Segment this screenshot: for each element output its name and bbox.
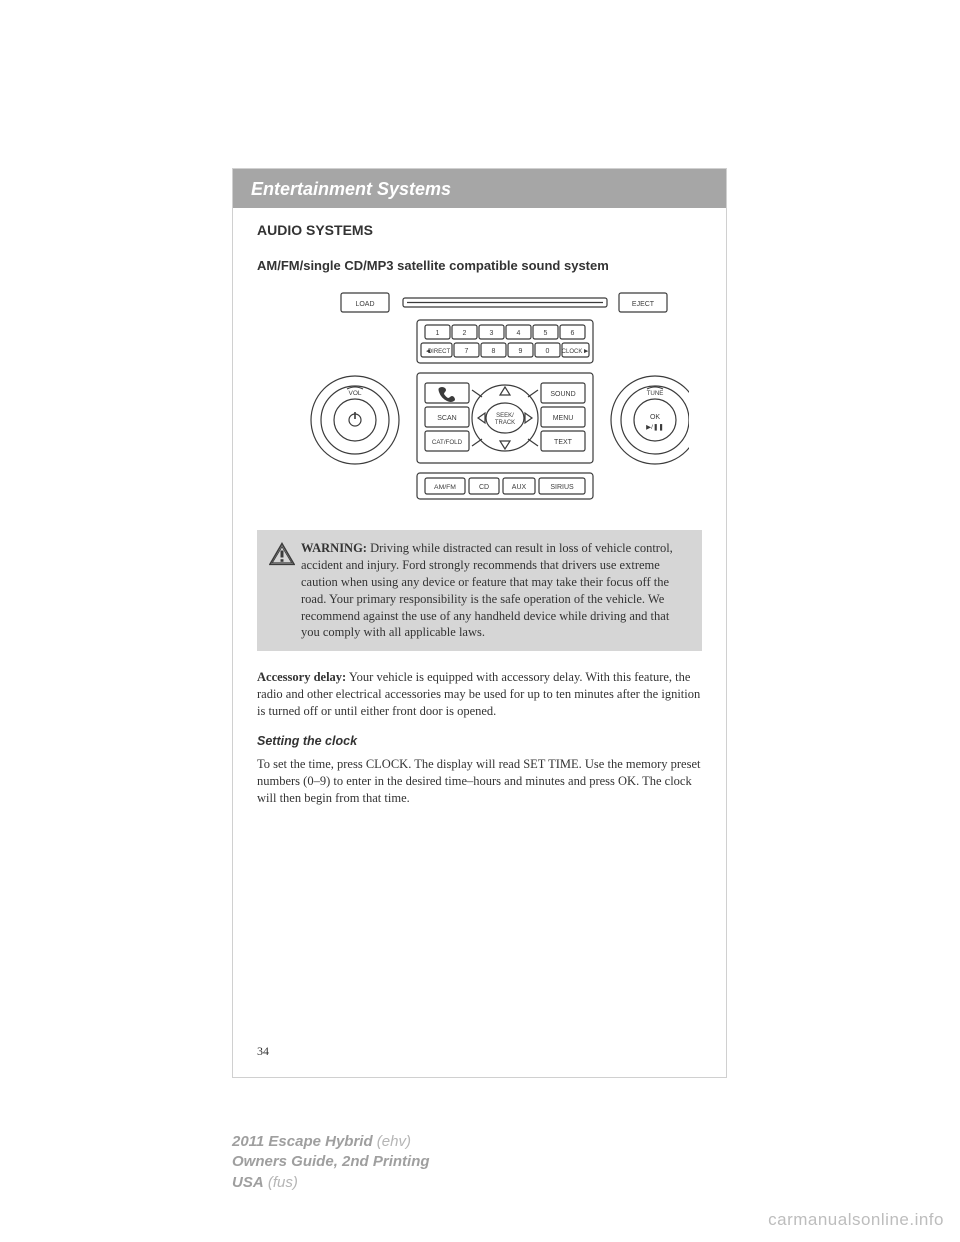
footer-block: 2011 Escape Hybrid (ehv) Owners Guide, 2… xyxy=(232,1132,430,1193)
svg-text:9: 9 xyxy=(518,348,522,355)
clock-paragraph: To set the time, press CLOCK. The displa… xyxy=(257,756,702,807)
svg-text:▶/❚❚: ▶/❚❚ xyxy=(646,423,664,431)
svg-text:SOUND: SOUND xyxy=(550,391,575,398)
chapter-title: Entertainment Systems xyxy=(251,179,451,199)
svg-text:7: 7 xyxy=(464,348,468,355)
eject-btn-label: EJECT xyxy=(631,301,654,308)
svg-text:TUNE: TUNE xyxy=(646,390,663,397)
svg-text:OK: OK xyxy=(649,414,659,421)
svg-text:CLOCK: CLOCK xyxy=(561,349,582,355)
chapter-header: Entertainment Systems xyxy=(233,169,726,208)
section-heading: AUDIO SYSTEMS xyxy=(257,222,702,238)
page-number: 34 xyxy=(257,1044,269,1059)
watermark: carmanualsonline.info xyxy=(768,1210,944,1230)
svg-text:6: 6 xyxy=(570,330,574,337)
load-btn-label: LOAD xyxy=(355,301,374,308)
footer-model: 2011 Escape Hybrid xyxy=(232,1133,373,1150)
svg-text:1: 1 xyxy=(435,330,439,337)
clock-heading: Setting the clock xyxy=(257,734,702,748)
svg-text:CAT/FOLD: CAT/FOLD xyxy=(431,439,462,446)
svg-text:2: 2 xyxy=(462,330,466,337)
svg-text:SEEK/: SEEK/ xyxy=(496,413,514,419)
footer-code2: (fus) xyxy=(264,1174,298,1191)
warning-icon xyxy=(269,542,295,566)
warning-body: Driving while distracted can result in l… xyxy=(301,541,673,639)
manual-page: Entertainment Systems AUDIO SYSTEMS AM/F… xyxy=(232,168,727,1078)
radio-svg: LOAD EJECT xyxy=(271,287,689,512)
footer-region: USA xyxy=(232,1174,264,1191)
svg-text:8: 8 xyxy=(491,348,495,355)
warning-box: WARNING: Driving while distracted can re… xyxy=(257,530,702,651)
radio-diagram: LOAD EJECT xyxy=(257,287,702,512)
subsection-heading: AM/FM/single CD/MP3 satellite compatible… xyxy=(257,258,702,273)
svg-text:CD: CD xyxy=(478,484,488,491)
warning-label: WARNING: xyxy=(301,541,367,555)
accessory-paragraph: Accessory delay: Your vehicle is equippe… xyxy=(257,669,702,720)
page-content: AUDIO SYSTEMS AM/FM/single CD/MP3 satell… xyxy=(233,222,726,807)
svg-text:AUX: AUX xyxy=(511,484,526,491)
svg-text:4: 4 xyxy=(516,330,520,337)
svg-text:AM/FM: AM/FM xyxy=(434,484,456,491)
svg-text:3: 3 xyxy=(489,330,493,337)
footer-code1: (ehv) xyxy=(373,1133,411,1150)
svg-text:0: 0 xyxy=(545,348,549,355)
svg-text:5: 5 xyxy=(543,330,547,337)
svg-text:MENU: MENU xyxy=(552,415,573,422)
accessory-label: Accessory delay: xyxy=(257,670,346,684)
svg-text:TEXT: TEXT xyxy=(554,439,573,446)
warning-text: WARNING: Driving while distracted can re… xyxy=(301,540,690,641)
svg-text:VOL: VOL xyxy=(348,390,361,397)
svg-text:SIRIUS: SIRIUS xyxy=(550,484,574,491)
svg-text:DIRECT: DIRECT xyxy=(427,349,450,355)
page-wrapper: Entertainment Systems AUDIO SYSTEMS AM/F… xyxy=(0,0,960,1242)
svg-text:TRACK: TRACK xyxy=(494,420,514,426)
svg-text:SCAN: SCAN xyxy=(437,415,456,422)
footer-guide: Owners Guide, 2nd Printing xyxy=(232,1153,430,1170)
